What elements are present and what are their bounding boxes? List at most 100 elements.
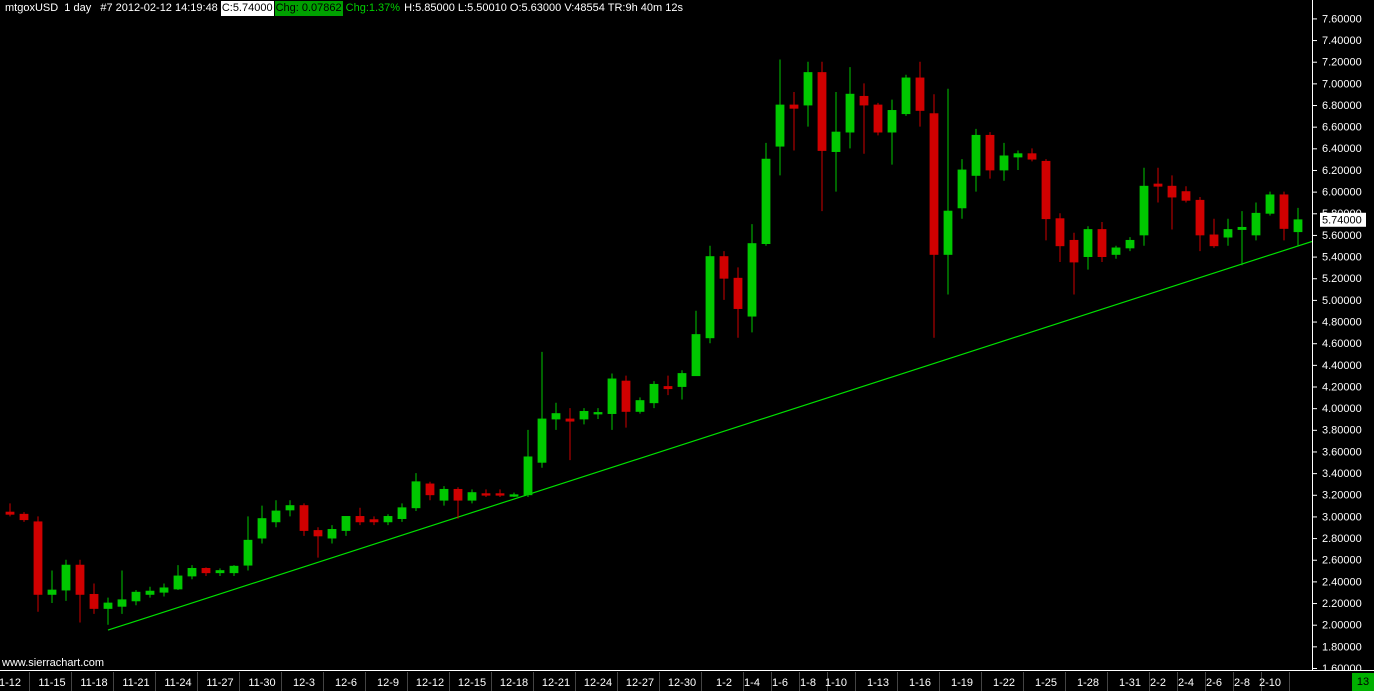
candle-body bbox=[187, 567, 197, 577]
y-tick-label: 4.20000 bbox=[1322, 381, 1362, 393]
y-tick-label: 3.20000 bbox=[1322, 490, 1362, 502]
x-tick-label: 12-24 bbox=[584, 677, 612, 689]
candle-body bbox=[789, 104, 799, 109]
candle-body bbox=[425, 483, 435, 496]
x-tick-label: 1-31 bbox=[1119, 677, 1141, 689]
candle-body bbox=[1293, 219, 1303, 233]
candle-body bbox=[817, 72, 827, 151]
y-tick-label: 6.00000 bbox=[1322, 187, 1362, 199]
x-tick-label: 11-24 bbox=[164, 677, 191, 689]
y-tick-label: 2.40000 bbox=[1322, 576, 1362, 588]
candle-body bbox=[607, 378, 617, 414]
y-tick-label: 4.60000 bbox=[1322, 338, 1362, 350]
candle-body bbox=[985, 134, 995, 171]
x-tick-label: 12-9 bbox=[377, 677, 399, 689]
y-tick-label: 1.60000 bbox=[1322, 663, 1362, 675]
candle-body bbox=[271, 510, 281, 523]
candle-body bbox=[215, 570, 225, 574]
candle-body bbox=[1041, 160, 1051, 220]
y-tick-label: 6.80000 bbox=[1322, 100, 1362, 112]
y-tick-label: 6.60000 bbox=[1322, 122, 1362, 134]
candle-body bbox=[621, 380, 631, 412]
y-tick-label: 5.20000 bbox=[1322, 273, 1362, 285]
x-tick-label: 11-18 bbox=[80, 677, 107, 689]
y-tick-label: 7.60000 bbox=[1322, 13, 1362, 25]
candle-body bbox=[691, 334, 701, 377]
candle-body bbox=[439, 488, 449, 501]
candle-body bbox=[719, 256, 729, 279]
candle-body bbox=[775, 104, 785, 147]
candle-body bbox=[859, 95, 869, 106]
y-tick-label: 3.00000 bbox=[1322, 511, 1362, 523]
candle-body bbox=[1069, 239, 1079, 263]
last-price-label: 5.74000 bbox=[1322, 215, 1362, 227]
x-tick-label: 2-4 bbox=[1178, 677, 1194, 689]
candle-body bbox=[103, 602, 113, 609]
x-tick-label: 12-30 bbox=[668, 677, 696, 689]
x-tick-label: 1-4 bbox=[744, 677, 760, 689]
candle-body bbox=[1111, 247, 1121, 255]
candle-body bbox=[915, 77, 925, 111]
x-tick-label: 2-2 bbox=[1150, 677, 1166, 689]
candle-body bbox=[537, 418, 547, 463]
candle-body bbox=[1279, 194, 1289, 229]
candle-body bbox=[5, 511, 15, 515]
x-tick-label: 1-19 bbox=[951, 677, 973, 689]
candle-body bbox=[453, 488, 463, 501]
candle-body bbox=[411, 481, 421, 509]
candle-body bbox=[397, 507, 407, 519]
candle-body bbox=[495, 493, 505, 496]
candle-body bbox=[1083, 229, 1093, 257]
candle-body bbox=[173, 575, 183, 590]
candle-body bbox=[1125, 239, 1135, 249]
y-tick-label: 2.00000 bbox=[1322, 620, 1362, 632]
candle-body bbox=[1097, 229, 1107, 257]
candle-body bbox=[1265, 194, 1275, 214]
header: mtgoxUSD 1 day #7 2012-02-12 14:19:48 C:… bbox=[4, 1, 684, 16]
candle-body bbox=[19, 513, 29, 521]
y-tick-label: 5.00000 bbox=[1322, 295, 1362, 307]
info-label: H:5.85000 L:5.50010 O:5.63000 V:48554 TR… bbox=[404, 2, 683, 14]
candle-body bbox=[523, 456, 533, 496]
candle-body bbox=[943, 210, 953, 255]
y-tick-label: 4.40000 bbox=[1322, 360, 1362, 372]
candle-body bbox=[663, 386, 673, 390]
y-tick-label: 3.40000 bbox=[1322, 468, 1362, 480]
candle-body bbox=[89, 593, 99, 609]
candle-body bbox=[369, 519, 379, 523]
x-tick-label: 1-28 bbox=[1077, 677, 1099, 689]
candle-body bbox=[355, 516, 365, 523]
candle-body bbox=[313, 530, 323, 537]
candle-body bbox=[383, 516, 393, 523]
plot-area bbox=[5, 59, 1312, 631]
bar-count: 13 bbox=[1357, 676, 1369, 688]
x-tick-label: 2-8 bbox=[1234, 677, 1250, 689]
candle-body bbox=[999, 155, 1009, 171]
candle-body bbox=[481, 493, 491, 496]
candle-body bbox=[1153, 183, 1163, 187]
x-tick-label: 12-6 bbox=[335, 677, 357, 689]
candle-body bbox=[733, 277, 743, 309]
candle-body bbox=[1181, 191, 1191, 201]
candle-body bbox=[1139, 185, 1149, 236]
candle-body bbox=[901, 77, 911, 115]
candle-body bbox=[257, 518, 267, 539]
candle-body bbox=[33, 521, 43, 595]
candle-body bbox=[635, 400, 645, 412]
x-tick-label: 12-15 bbox=[458, 677, 486, 689]
watermark: www.sierrachart.com bbox=[1, 657, 104, 669]
candle-body bbox=[1195, 199, 1205, 236]
change-label: Chg: 0.07862 bbox=[274, 1, 343, 16]
candle-body bbox=[565, 418, 575, 422]
candle-body bbox=[747, 243, 757, 317]
x-tick-label: 2-6 bbox=[1206, 677, 1222, 689]
candle-body bbox=[47, 589, 57, 595]
x-tick-label: 2-10 bbox=[1259, 677, 1281, 689]
candle-body bbox=[131, 591, 141, 602]
candle-body bbox=[803, 72, 813, 106]
candle-body bbox=[61, 564, 71, 591]
x-tick-label: 1-25 bbox=[1035, 677, 1057, 689]
x-tick-label: 12-21 bbox=[542, 677, 570, 689]
